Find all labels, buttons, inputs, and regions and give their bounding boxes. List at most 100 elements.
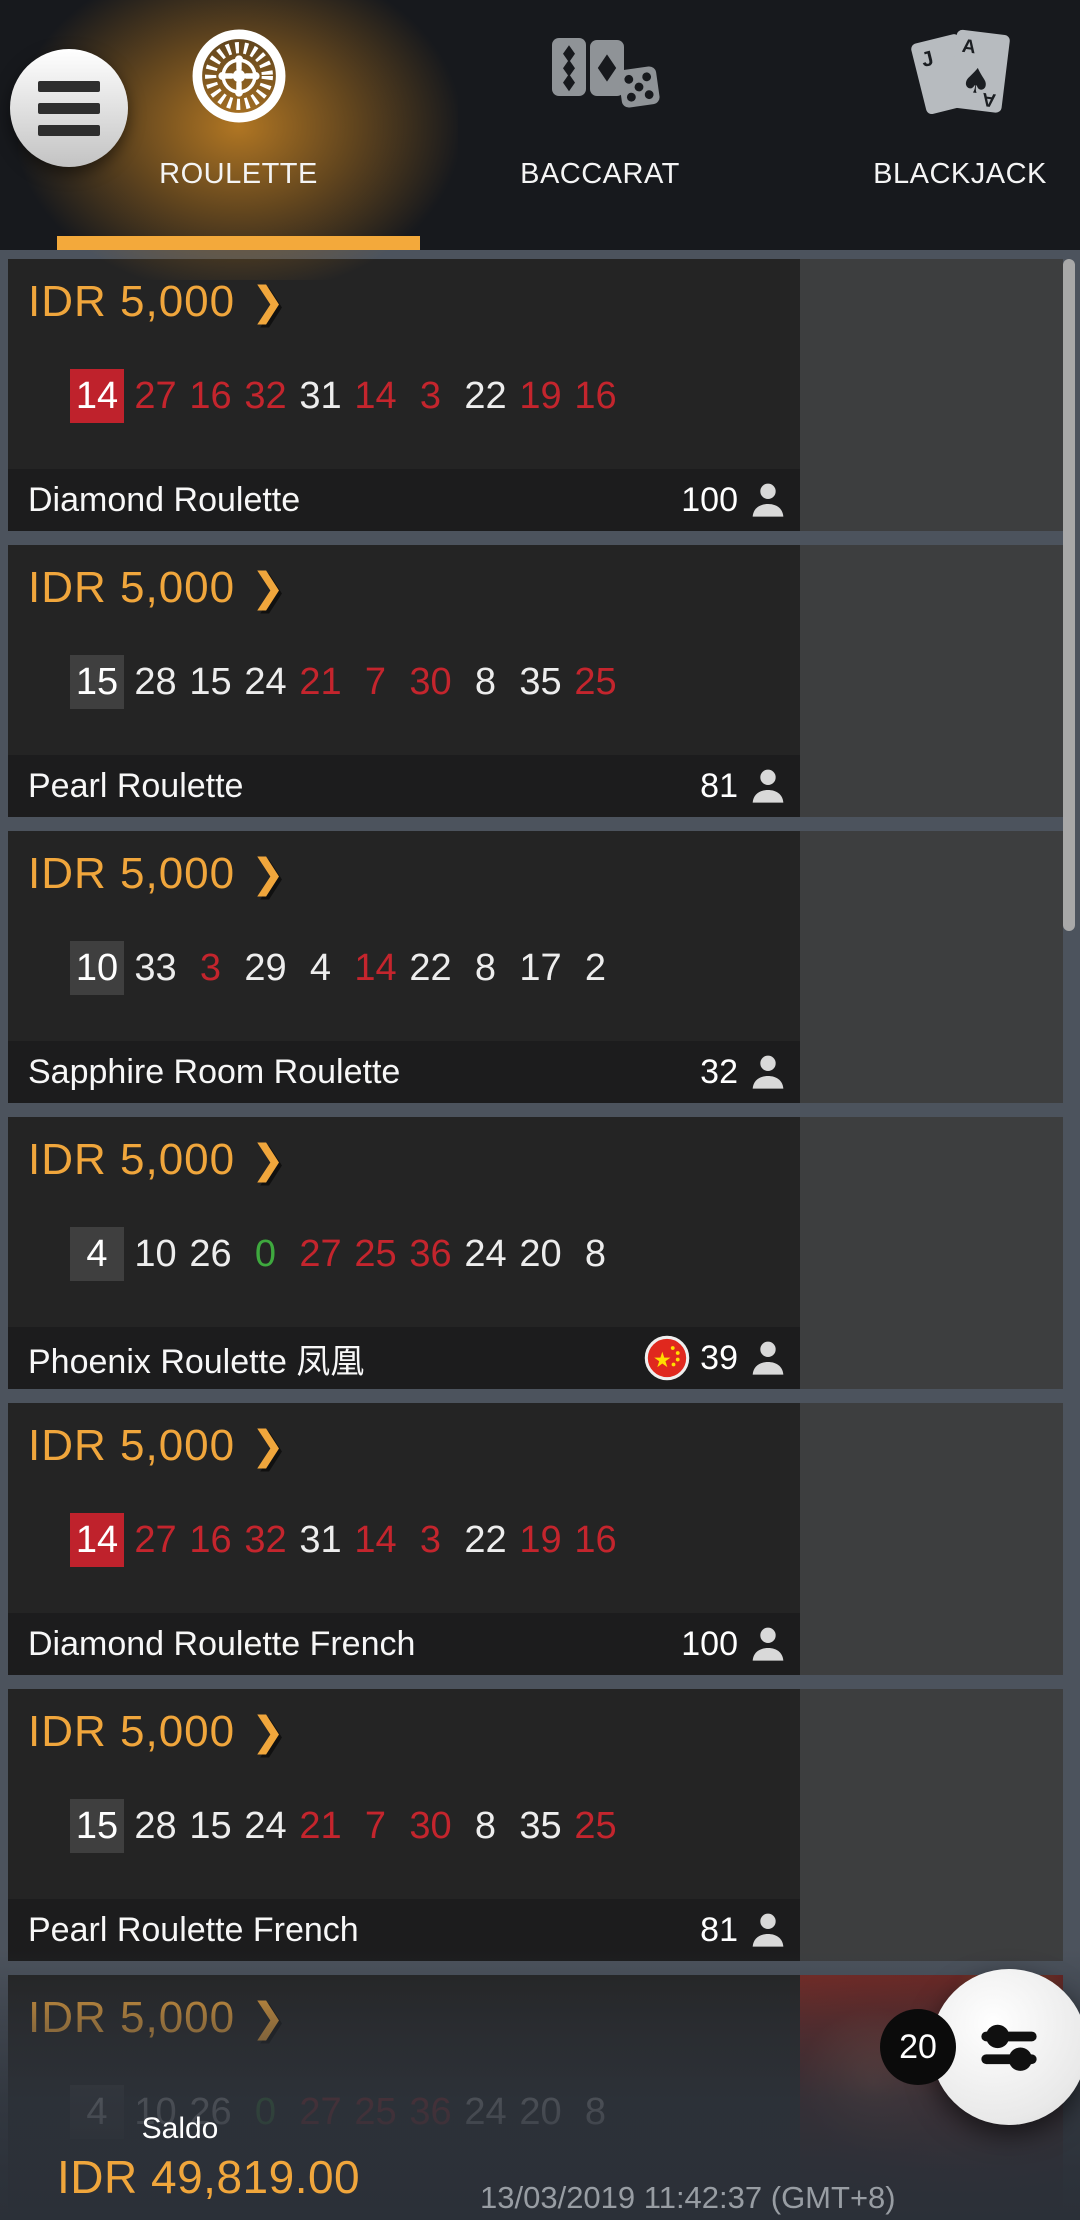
roulette-number: 16 xyxy=(189,1518,232,1561)
player-icon xyxy=(748,1624,788,1664)
table-preview xyxy=(800,1403,1063,1675)
hamburger-menu-icon xyxy=(38,80,100,92)
min-bet-row: IDR 5,000 ❯ xyxy=(8,831,800,903)
roulette-number: 15 xyxy=(189,1804,232,1847)
roulette-number: 4 xyxy=(309,946,332,989)
game-card-footer: Phoenix Roulette 凤凰 ★ 39 xyxy=(8,1327,800,1389)
roulette-number: 8 xyxy=(584,1232,607,1275)
game-card-footer: Pearl Roulette French 81 xyxy=(8,1899,800,1961)
chevron-right-icon: ❯ xyxy=(251,280,285,324)
player-count: 81 xyxy=(700,1910,738,1949)
filter-sliders-icon xyxy=(981,2024,1037,2071)
roulette-number: 8 xyxy=(474,946,497,989)
roulette-number: 35 xyxy=(519,1804,562,1847)
roulette-number: 19 xyxy=(519,1518,562,1561)
roulette-number: 24 xyxy=(244,660,287,703)
recent-numbers: 10 33 3 29 4 14 22 8 17 2 xyxy=(70,941,800,995)
min-bet-label: IDR 5,000 xyxy=(28,1421,236,1470)
roulette-number: 25 xyxy=(574,1804,617,1847)
active-tab-underline xyxy=(57,236,420,250)
roulette-number: 22 xyxy=(464,374,507,417)
game-card[interactable]: IDR 5,000 ❯ 14 27 16 32 31 14 3 22 19 16 Diamond … xyxy=(8,259,1063,531)
min-bet-row: IDR 5,000 ❯ xyxy=(8,545,800,617)
tab-blackjack-label: BLACKJACK xyxy=(873,158,1047,190)
roulette-number: 10 xyxy=(134,1232,177,1275)
player-icon xyxy=(748,1910,788,1950)
chevron-right-icon: ❯ xyxy=(251,1996,285,2040)
recent-numbers: 14 27 16 32 31 14 3 22 19 16 xyxy=(70,369,800,423)
roulette-number: 35 xyxy=(519,660,562,703)
roulette-number: 3 xyxy=(419,1518,442,1561)
svg-text:A: A xyxy=(981,88,997,111)
min-bet-label: IDR 5,000 xyxy=(28,563,236,612)
roulette-number: 25 xyxy=(574,660,617,703)
roulette-number: 3 xyxy=(419,374,442,417)
table-preview xyxy=(800,1689,1063,1961)
roulette-number: 8 xyxy=(474,660,497,703)
game-card[interactable]: IDR 5,000 ❯ 15 28 15 24 21 7 30 8 35 25 Pearl Rou… xyxy=(8,1689,1063,1961)
game-name: Diamond Roulette French xyxy=(28,1624,416,1663)
table-preview xyxy=(800,1117,1063,1389)
roulette-number: 19 xyxy=(519,374,562,417)
cards-container: IDR 5,000 ❯ 14 27 16 32 31 14 3 22 19 16 Diamond … xyxy=(8,259,1063,2220)
roulette-number: 3 xyxy=(199,946,222,989)
min-bet-row: IDR 5,000 ❯ xyxy=(8,1975,800,2047)
tab-roulette[interactable]: ROULETTE xyxy=(57,0,420,250)
recent-numbers: 4 10 26 0 27 25 36 24 20 8 xyxy=(70,1227,800,1281)
tab-blackjack[interactable]: J A ♠ A BLACKJACK xyxy=(810,0,1080,250)
min-bet-row: IDR 5,000 ❯ xyxy=(8,259,800,331)
roulette-number: 7 xyxy=(364,660,387,703)
chevron-right-icon: ❯ xyxy=(251,1710,285,1754)
player-icon xyxy=(748,1052,788,1092)
min-bet-label: IDR 5,000 xyxy=(28,277,236,326)
tab-baccarat[interactable]: BACCARAT xyxy=(450,0,750,250)
china-flag-icon: ★ xyxy=(644,1335,690,1381)
game-card[interactable]: IDR 5,000 ❯ 4 10 26 0 27 25 36 24 20 8 Phoenix Ro… xyxy=(8,1117,1063,1389)
balance-amount: IDR 49,819.00 xyxy=(57,2151,361,2203)
game-name: Diamond Roulette xyxy=(28,480,301,519)
table-count-badge: 20 xyxy=(880,2009,956,2085)
game-card[interactable]: IDR 5,000 ❯ 10 33 3 29 4 14 22 8 17 2 Sapphire Ro… xyxy=(8,831,1063,1103)
hamburger-menu-button[interactable] xyxy=(10,49,128,167)
game-name: Phoenix Roulette 凤凰 xyxy=(28,1342,365,1381)
min-bet-label: IDR 5,000 xyxy=(28,1707,236,1756)
game-card-info: IDR 5,000 ❯ 15 28 15 24 21 7 30 8 35 25 Pearl Rou… xyxy=(8,545,800,817)
chevron-right-icon: ❯ xyxy=(251,566,285,610)
roulette-number: 31 xyxy=(299,1518,342,1561)
svg-text:♠: ♠ xyxy=(958,60,993,103)
game-card-info: IDR 5,000 ❯ 4 10 26 0 27 25 36 24 20 8 Phoenix Ro… xyxy=(8,1117,800,1389)
roulette-number: 31 xyxy=(299,374,342,417)
saldo-label: Saldo xyxy=(141,2112,219,2145)
min-bet-row: IDR 5,000 ❯ xyxy=(8,1403,800,1475)
game-card[interactable]: IDR 5,000 ❯ 14 27 16 32 31 14 3 22 19 16 Diamond … xyxy=(8,1403,1063,1675)
roulette-number: 14 xyxy=(354,1518,397,1561)
tab-roulette-label: ROULETTE xyxy=(159,158,318,190)
balance-bar: Saldo IDR 49,819.00 13/03/2019 11:42:37 … xyxy=(0,2100,1080,2220)
roulette-number: 20 xyxy=(519,1232,562,1275)
roulette-number: 30 xyxy=(409,1804,452,1847)
roulette-number: 29 xyxy=(244,946,287,989)
game-name: Sapphire Room Roulette xyxy=(28,1052,401,1091)
game-card[interactable]: IDR 5,000 ❯ 15 28 15 24 21 7 30 8 35 25 Pearl Rou… xyxy=(8,545,1063,817)
blackjack-cards-icon: J A ♠ A xyxy=(810,0,1080,152)
game-name: Pearl Roulette French xyxy=(28,1910,359,1949)
table-preview xyxy=(800,545,1063,817)
roulette-number: 21 xyxy=(299,660,342,703)
game-card-footer: Diamond Roulette French 100 xyxy=(8,1613,800,1675)
roulette-number: 24 xyxy=(464,1232,507,1275)
game-list[interactable]: IDR 5,000 ❯ 14 27 16 32 31 14 3 22 19 16 Diamond … xyxy=(0,250,1080,2220)
roulette-number: 10 xyxy=(70,941,124,995)
roulette-number: 25 xyxy=(354,1232,397,1275)
chevron-right-icon: ❯ xyxy=(251,852,285,896)
table-preview xyxy=(800,831,1063,1103)
player-count: 81 xyxy=(700,766,738,805)
table-preview xyxy=(800,259,1063,531)
roulette-number: 22 xyxy=(409,946,452,989)
server-timestamp: 13/03/2019 11:42:37 (GMT+8) xyxy=(480,2180,896,2215)
min-bet-label: IDR 5,000 xyxy=(28,849,236,898)
chevron-right-icon: ❯ xyxy=(251,1138,285,1182)
roulette-number: 2 xyxy=(584,946,607,989)
scrollbar-thumb[interactable] xyxy=(1063,259,1075,931)
player-icon xyxy=(748,766,788,806)
